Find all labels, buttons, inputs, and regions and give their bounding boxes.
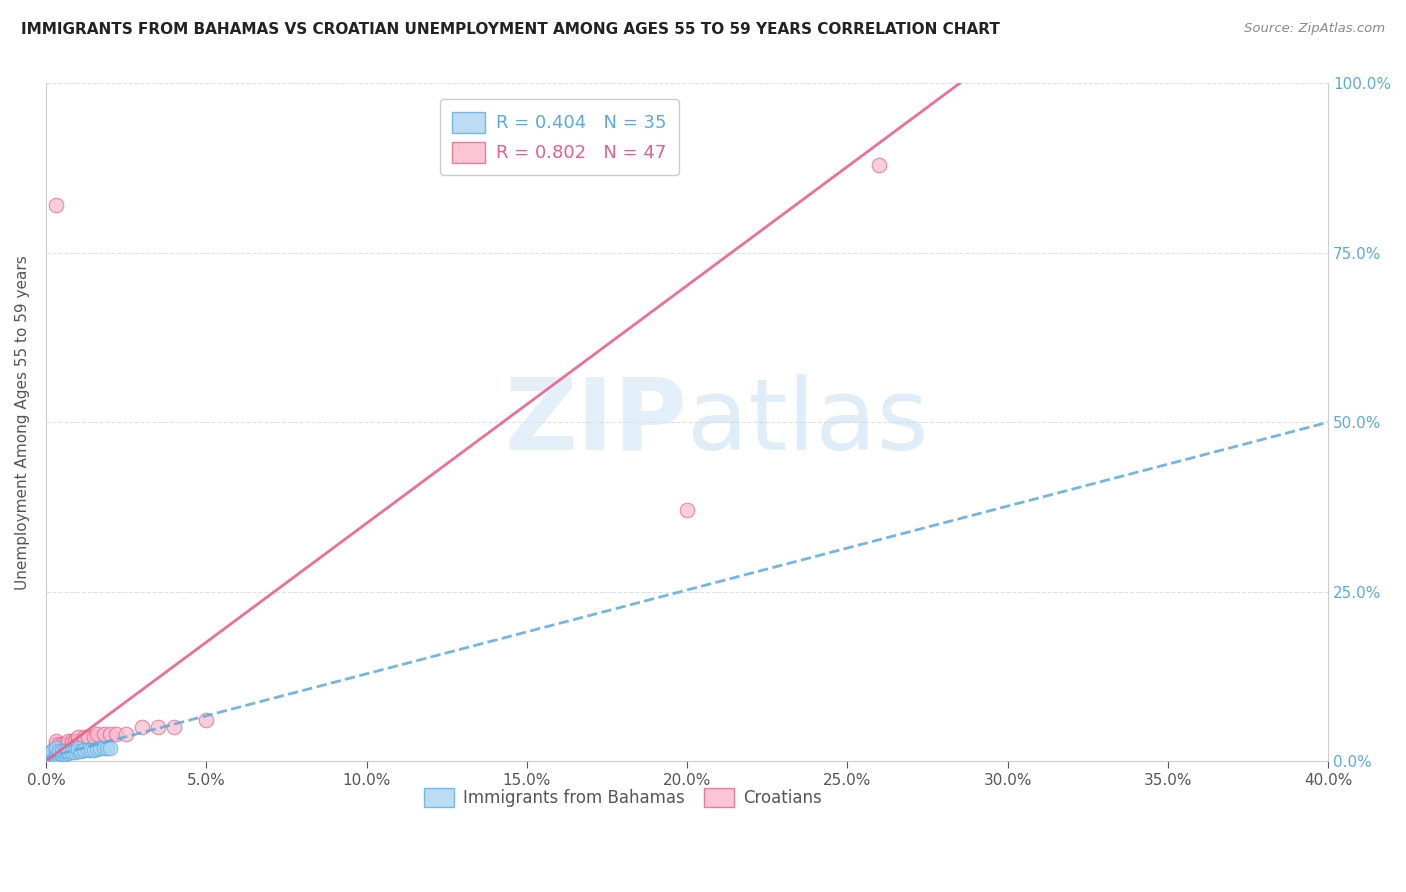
- Point: [41, 748, 63, 763]
- Point: [60, 733, 83, 747]
- Point: [48, 744, 70, 758]
- Point: [676, 503, 699, 517]
- Point: [83, 731, 105, 745]
- Point: [73, 733, 96, 747]
- Point: [63, 745, 86, 759]
- Point: [63, 733, 86, 747]
- Point: [38, 747, 60, 762]
- Point: [37, 753, 59, 767]
- Point: [58, 744, 80, 758]
- Point: [66, 744, 89, 758]
- Point: [76, 742, 98, 756]
- Point: [73, 731, 96, 745]
- Point: [93, 740, 115, 755]
- Point: [58, 746, 80, 760]
- Point: [41, 747, 63, 762]
- Point: [131, 720, 153, 734]
- Point: [66, 733, 89, 747]
- Point: [45, 198, 67, 212]
- Point: [48, 746, 70, 760]
- Point: [38, 750, 60, 764]
- Y-axis label: Unemployment Among Ages 55 to 59 years: Unemployment Among Ages 55 to 59 years: [15, 255, 30, 590]
- Point: [45, 740, 67, 755]
- Point: [53, 737, 76, 751]
- Text: atlas: atlas: [688, 374, 929, 471]
- Point: [146, 720, 169, 734]
- Point: [868, 158, 890, 172]
- Text: IMMIGRANTS FROM BAHAMAS VS CROATIAN UNEMPLOYMENT AMONG AGES 55 TO 59 YEARS CORRE: IMMIGRANTS FROM BAHAMAS VS CROATIAN UNEM…: [21, 22, 1000, 37]
- Point: [38, 747, 60, 762]
- Point: [39, 752, 62, 766]
- Point: [66, 731, 89, 745]
- Point: [51, 747, 73, 762]
- Point: [105, 727, 128, 741]
- Point: [93, 727, 115, 741]
- Point: [83, 742, 105, 756]
- Point: [70, 744, 93, 758]
- Point: [45, 748, 67, 763]
- Point: [39, 750, 62, 764]
- Point: [48, 737, 70, 751]
- Point: [484, 137, 506, 152]
- Text: ZIP: ZIP: [505, 374, 688, 471]
- Point: [48, 740, 70, 755]
- Point: [45, 740, 67, 755]
- Point: [41, 744, 63, 758]
- Point: [45, 733, 67, 747]
- Point: [98, 740, 121, 755]
- Point: [45, 744, 67, 758]
- Point: [51, 744, 73, 758]
- Point: [96, 741, 118, 756]
- Text: Source: ZipAtlas.com: Source: ZipAtlas.com: [1244, 22, 1385, 36]
- Point: [76, 731, 98, 745]
- Point: [89, 741, 111, 756]
- Point: [48, 744, 70, 758]
- Point: [41, 744, 63, 758]
- Point: [51, 740, 73, 755]
- Point: [51, 744, 73, 758]
- Legend: Immigrants from Bahamas, Croatians: Immigrants from Bahamas, Croatians: [418, 781, 828, 814]
- Point: [48, 748, 70, 763]
- Point: [86, 742, 108, 756]
- Point: [195, 714, 218, 728]
- Point: [98, 727, 121, 741]
- Point: [163, 720, 186, 734]
- Point: [73, 743, 96, 757]
- Point: [53, 747, 76, 762]
- Point: [115, 727, 138, 741]
- Point: [66, 740, 89, 755]
- Point: [86, 727, 108, 741]
- Point: [48, 747, 70, 762]
- Point: [45, 750, 67, 764]
- Point: [53, 740, 76, 755]
- Point: [60, 737, 83, 751]
- Point: [38, 748, 60, 763]
- Point: [38, 748, 60, 763]
- Point: [58, 733, 80, 747]
- Point: [80, 743, 103, 757]
- Point: [45, 746, 67, 760]
- Point: [58, 737, 80, 751]
- Point: [37, 750, 59, 764]
- Point: [45, 750, 67, 764]
- Point: [41, 747, 63, 762]
- Point: [60, 745, 83, 759]
- Point: [51, 737, 73, 751]
- Point: [45, 737, 67, 751]
- Point: [41, 750, 63, 764]
- Point: [38, 750, 60, 764]
- Point: [53, 744, 76, 758]
- Point: [45, 747, 67, 762]
